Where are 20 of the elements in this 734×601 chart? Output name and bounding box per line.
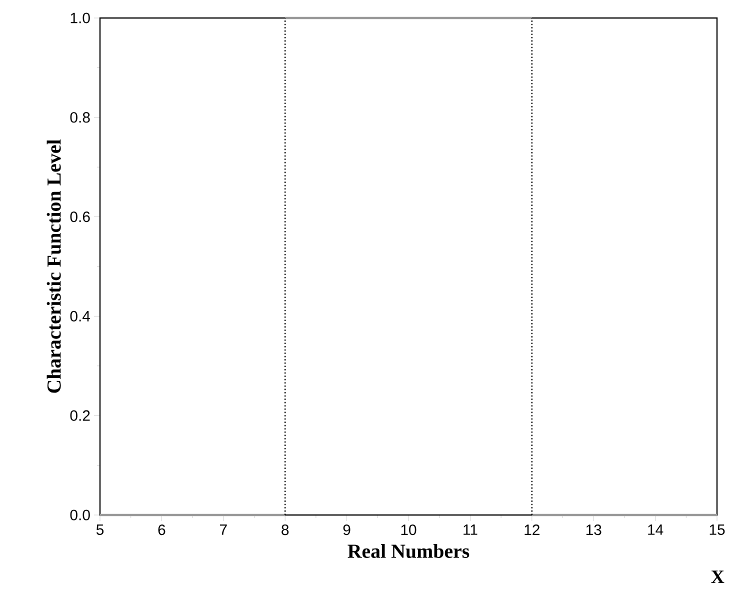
x-tick-label: 10 bbox=[401, 524, 416, 536]
y-tick-label: 1.0 bbox=[70, 12, 90, 24]
x-tick-label: 7 bbox=[220, 524, 227, 535]
text: X bbox=[711, 570, 724, 583]
x-tick-label: 14 bbox=[648, 524, 664, 535]
x-tick-label: 8 bbox=[282, 524, 289, 536]
x-tick-label: 12 bbox=[524, 524, 540, 535]
x-tick-label: 15 bbox=[710, 524, 725, 535]
y-tick-label: 0.8 bbox=[70, 112, 90, 123]
y-tick-label: 0.2 bbox=[70, 410, 90, 421]
x-tick-label: 5 bbox=[96, 524, 104, 535]
x-tick-label: 9 bbox=[343, 524, 350, 536]
x-tick-label: 13 bbox=[586, 524, 602, 536]
x-axis-title: Real Numbers bbox=[348, 544, 470, 558]
y-tick-label: 0.4 bbox=[70, 310, 90, 322]
x-tick-label: 11 bbox=[464, 524, 478, 535]
y-tick-label: 0.6 bbox=[70, 212, 90, 222]
y-axis-title: Characteristic Function Level bbox=[46, 140, 61, 393]
y-tick-label: 0.0 bbox=[70, 510, 90, 520]
x-tick-label: 6 bbox=[158, 524, 166, 536]
